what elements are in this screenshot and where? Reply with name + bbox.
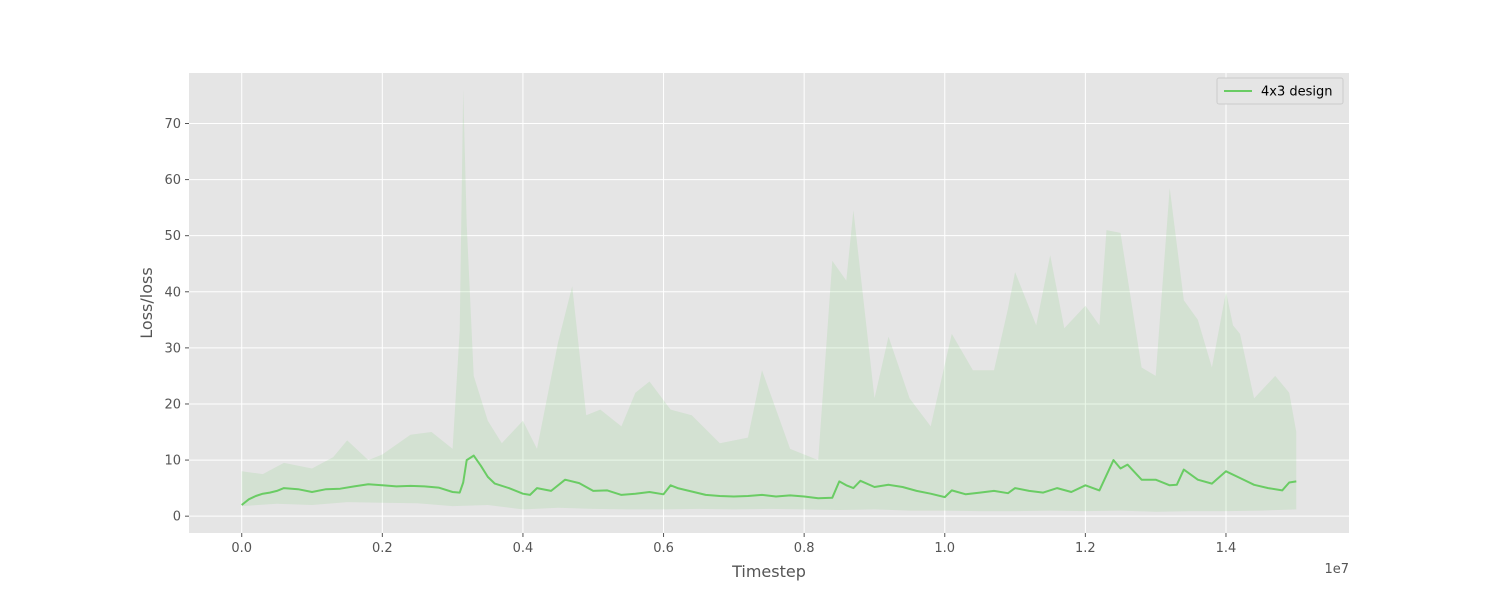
y-axis-ticks: 0 10 20 30 40 50 60 70: [164, 117, 189, 525]
y-tick-label: 20: [164, 397, 181, 412]
y-tick-label: 70: [164, 117, 181, 132]
variance-band-layer: [241, 89, 1297, 512]
x-tick-label: 0.6: [653, 541, 674, 556]
series-line-layer: [241, 454, 1297, 506]
x-tick-label: 1.2: [1075, 541, 1096, 556]
x-tick-label: 0.8: [794, 541, 815, 556]
x-tick-label: 1.4: [1216, 541, 1237, 556]
legend-box: [1216, 77, 1344, 105]
x-tick-label: 1.0: [934, 541, 955, 556]
y-tick-label: 60: [164, 173, 181, 188]
y-tick-label: 50: [164, 229, 181, 244]
series-line-4x3-design: [241, 454, 1297, 506]
y-tick-label: 30: [164, 341, 181, 356]
grid-lines: [189, 73, 1349, 533]
legend-label-4x3-design: 4x3 design: [1261, 85, 1333, 100]
y-tick-label: 10: [164, 454, 181, 469]
series-band-4x3-design: [241, 89, 1297, 512]
x-axis-offset-label: 1e7: [1324, 562, 1349, 577]
x-tick-label: 0.0: [231, 541, 252, 556]
x-tick-label: 0.4: [513, 541, 534, 556]
legend: 4x3 design: [1216, 77, 1344, 105]
x-axis-label: Timestep: [731, 562, 806, 581]
x-axis-ticks: 0.0 0.2 0.4 0.6 0.8 1.0 1.2 1.4: [231, 533, 1236, 556]
y-tick-label: 0: [173, 510, 181, 525]
y-tick-label: 40: [164, 285, 181, 300]
y-axis-label: Loss/loss: [137, 267, 156, 338]
x-tick-label: 0.2: [372, 541, 393, 556]
